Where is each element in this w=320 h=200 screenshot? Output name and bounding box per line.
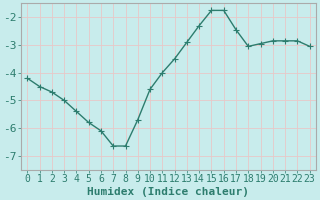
X-axis label: Humidex (Indice chaleur): Humidex (Indice chaleur) [87, 186, 250, 197]
